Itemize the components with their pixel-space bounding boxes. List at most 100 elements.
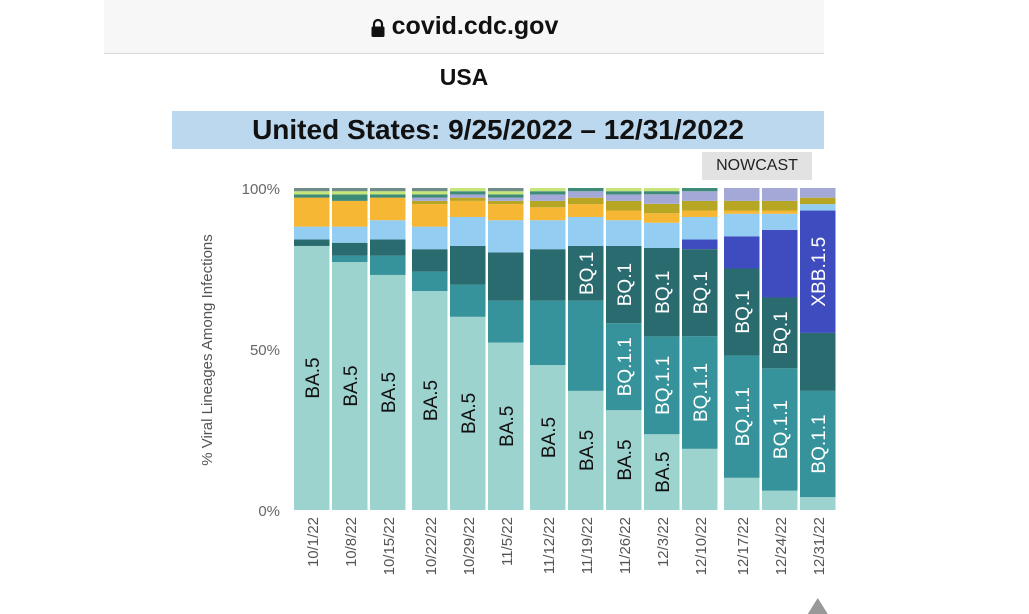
bar-segment-ba-5 xyxy=(332,262,368,510)
bar-segment-ba-2-75 xyxy=(762,188,798,201)
bar-segment-ba-4-6 xyxy=(488,220,524,253)
bar-segment-other xyxy=(606,191,642,195)
bar-segment-ba-5 xyxy=(488,342,524,510)
bar-segment-minor xyxy=(644,188,680,192)
bar-segment-bq-1 xyxy=(412,249,448,272)
x-tick-label: 12/31/22 xyxy=(811,517,828,575)
y-tick-label: 0% xyxy=(258,503,280,520)
bar-segment-xbb-1-5 xyxy=(800,210,836,333)
bar-segment-other xyxy=(644,191,680,195)
bar-segment-xbb-1-5 xyxy=(724,236,760,269)
bar-segment-ba-4-6 xyxy=(370,220,406,240)
bar-segment-bq-1-1 xyxy=(488,300,524,343)
bar-segment-ba-4-6 xyxy=(644,222,680,248)
x-tick-label: 12/10/22 xyxy=(693,517,710,575)
bar-segment-bq-1 xyxy=(294,239,330,246)
bar-segment-bq-1 xyxy=(530,249,566,301)
bar-segment-bn-1 xyxy=(488,200,524,205)
bar-segment-minor xyxy=(294,191,330,195)
bar-segment-other xyxy=(412,194,448,198)
segment-label: BQ.1.1 xyxy=(691,363,712,422)
bar-segment-ba-5 xyxy=(682,448,718,510)
bar-segment-other xyxy=(488,194,524,198)
x-tick-label: 10/29/22 xyxy=(461,517,478,575)
bar-segment-other xyxy=(370,194,406,198)
bar-segment-minor xyxy=(370,191,406,195)
bar-segment-bf-7 xyxy=(568,204,604,217)
segment-label: BQ.1.1 xyxy=(653,356,674,415)
bar-segment-minor xyxy=(332,191,368,195)
y-tick-label: 50% xyxy=(250,342,280,359)
segment-label: BA.5 xyxy=(303,357,324,398)
bar-segment-bq-1-1 xyxy=(724,355,760,478)
segment-label: BQ.1 xyxy=(691,271,712,314)
bar-segment-other xyxy=(450,191,486,195)
bar-segment-other xyxy=(568,188,604,192)
address-bar[interactable]: covid.cdc.gov xyxy=(104,0,824,54)
segment-label: BQ.1 xyxy=(615,263,636,306)
bar-segment-other xyxy=(294,194,330,198)
bar-segment-ba-5 xyxy=(294,245,330,510)
bar-segment-bq-1 xyxy=(682,249,718,337)
bar-segment-bn-1 xyxy=(800,197,836,205)
bar-segment-bf-7 xyxy=(606,210,642,221)
bar-segment-other xyxy=(530,191,566,195)
segment-label: BA.5 xyxy=(497,406,518,447)
bar-segment-bq-1 xyxy=(724,268,760,356)
bar-segment-bn-1 xyxy=(530,200,566,208)
bar-segment-bf-7 xyxy=(682,210,718,217)
bar-segment-ba-2-75 xyxy=(800,188,836,198)
bar-segment-top xyxy=(294,188,330,192)
bar-segment-ba-4-6 xyxy=(530,220,566,250)
bar-segment-ba-2-75 xyxy=(568,191,604,198)
x-tick-label: 12/3/22 xyxy=(655,517,672,567)
nowcast-label: NOWCAST xyxy=(702,152,812,180)
bar-segment-bf-7 xyxy=(412,204,448,227)
bar-segment-bq-1 xyxy=(800,332,836,391)
segment-label: BQ.1 xyxy=(653,271,674,314)
bar-segment-bq-1-1 xyxy=(606,323,642,411)
bar-segment-bf-7 xyxy=(488,204,524,221)
bar-segment-ba-5 xyxy=(370,274,406,510)
bar-segment-ba-2-75 xyxy=(450,194,486,198)
bar-segment-bq-1-1 xyxy=(568,300,604,391)
bar-segment-bf-7 xyxy=(332,200,368,227)
segment-label: BA.5 xyxy=(341,365,362,406)
bar-segment-ba-2-75 xyxy=(606,194,642,201)
bar-segment-ba-5 xyxy=(450,316,486,510)
bar-segment-bn-1 xyxy=(644,203,680,214)
x-tick-label: 10/15/22 xyxy=(381,517,398,575)
bar-segment-bn-1 xyxy=(762,200,798,211)
bar-segment-bq-1-1 xyxy=(682,336,718,449)
region-heading: USA xyxy=(439,64,489,90)
bar-segment-bf-7 xyxy=(370,197,406,221)
bar-segment-ba-5 xyxy=(568,390,604,510)
bar-segment-bq-1 xyxy=(762,297,798,369)
x-tick-label: 11/12/22 xyxy=(541,517,558,574)
bar-segment-ba-4-6 xyxy=(800,204,836,211)
bar-segment-ba-4-6 xyxy=(724,213,760,237)
bar-segment-bn-1 xyxy=(682,200,718,211)
lock-icon xyxy=(371,18,385,37)
y-tick-label: 100% xyxy=(242,181,280,198)
bar-segment-bf-7 xyxy=(294,197,330,227)
bar-segment-minor xyxy=(606,188,642,192)
bar-segment-bn-1 xyxy=(412,200,448,205)
bar-segment-bn-1 xyxy=(568,197,604,205)
bar-segment-ba-4-6 xyxy=(450,216,486,246)
bar-segment-bq-1-1 xyxy=(332,255,368,263)
bar-segment-bq-1-1 xyxy=(762,368,798,491)
bar-segment-ba-4-6 xyxy=(332,226,368,243)
bar-segment-xbb-1-5 xyxy=(682,239,718,250)
x-tick-label: 12/24/22 xyxy=(773,517,790,575)
bar-segment-ba-4-6 xyxy=(682,216,718,240)
bar-segment-bf-7 xyxy=(762,210,798,214)
segment-label: BQ.1.1 xyxy=(771,400,792,459)
y-axis-label: % Viral Lineages Among Infections xyxy=(199,234,216,466)
bar-segment-bq-1 xyxy=(370,239,406,256)
bar-segment-bn-1 xyxy=(450,197,486,201)
chart-title-bar: United States: 9/25/2022 – 12/31/2022 xyxy=(172,111,824,149)
bar-segment-ba-2-75 xyxy=(644,194,680,204)
bar-segment-ba-2-75 xyxy=(530,194,566,201)
segment-label: BQ.1.1 xyxy=(809,414,830,473)
